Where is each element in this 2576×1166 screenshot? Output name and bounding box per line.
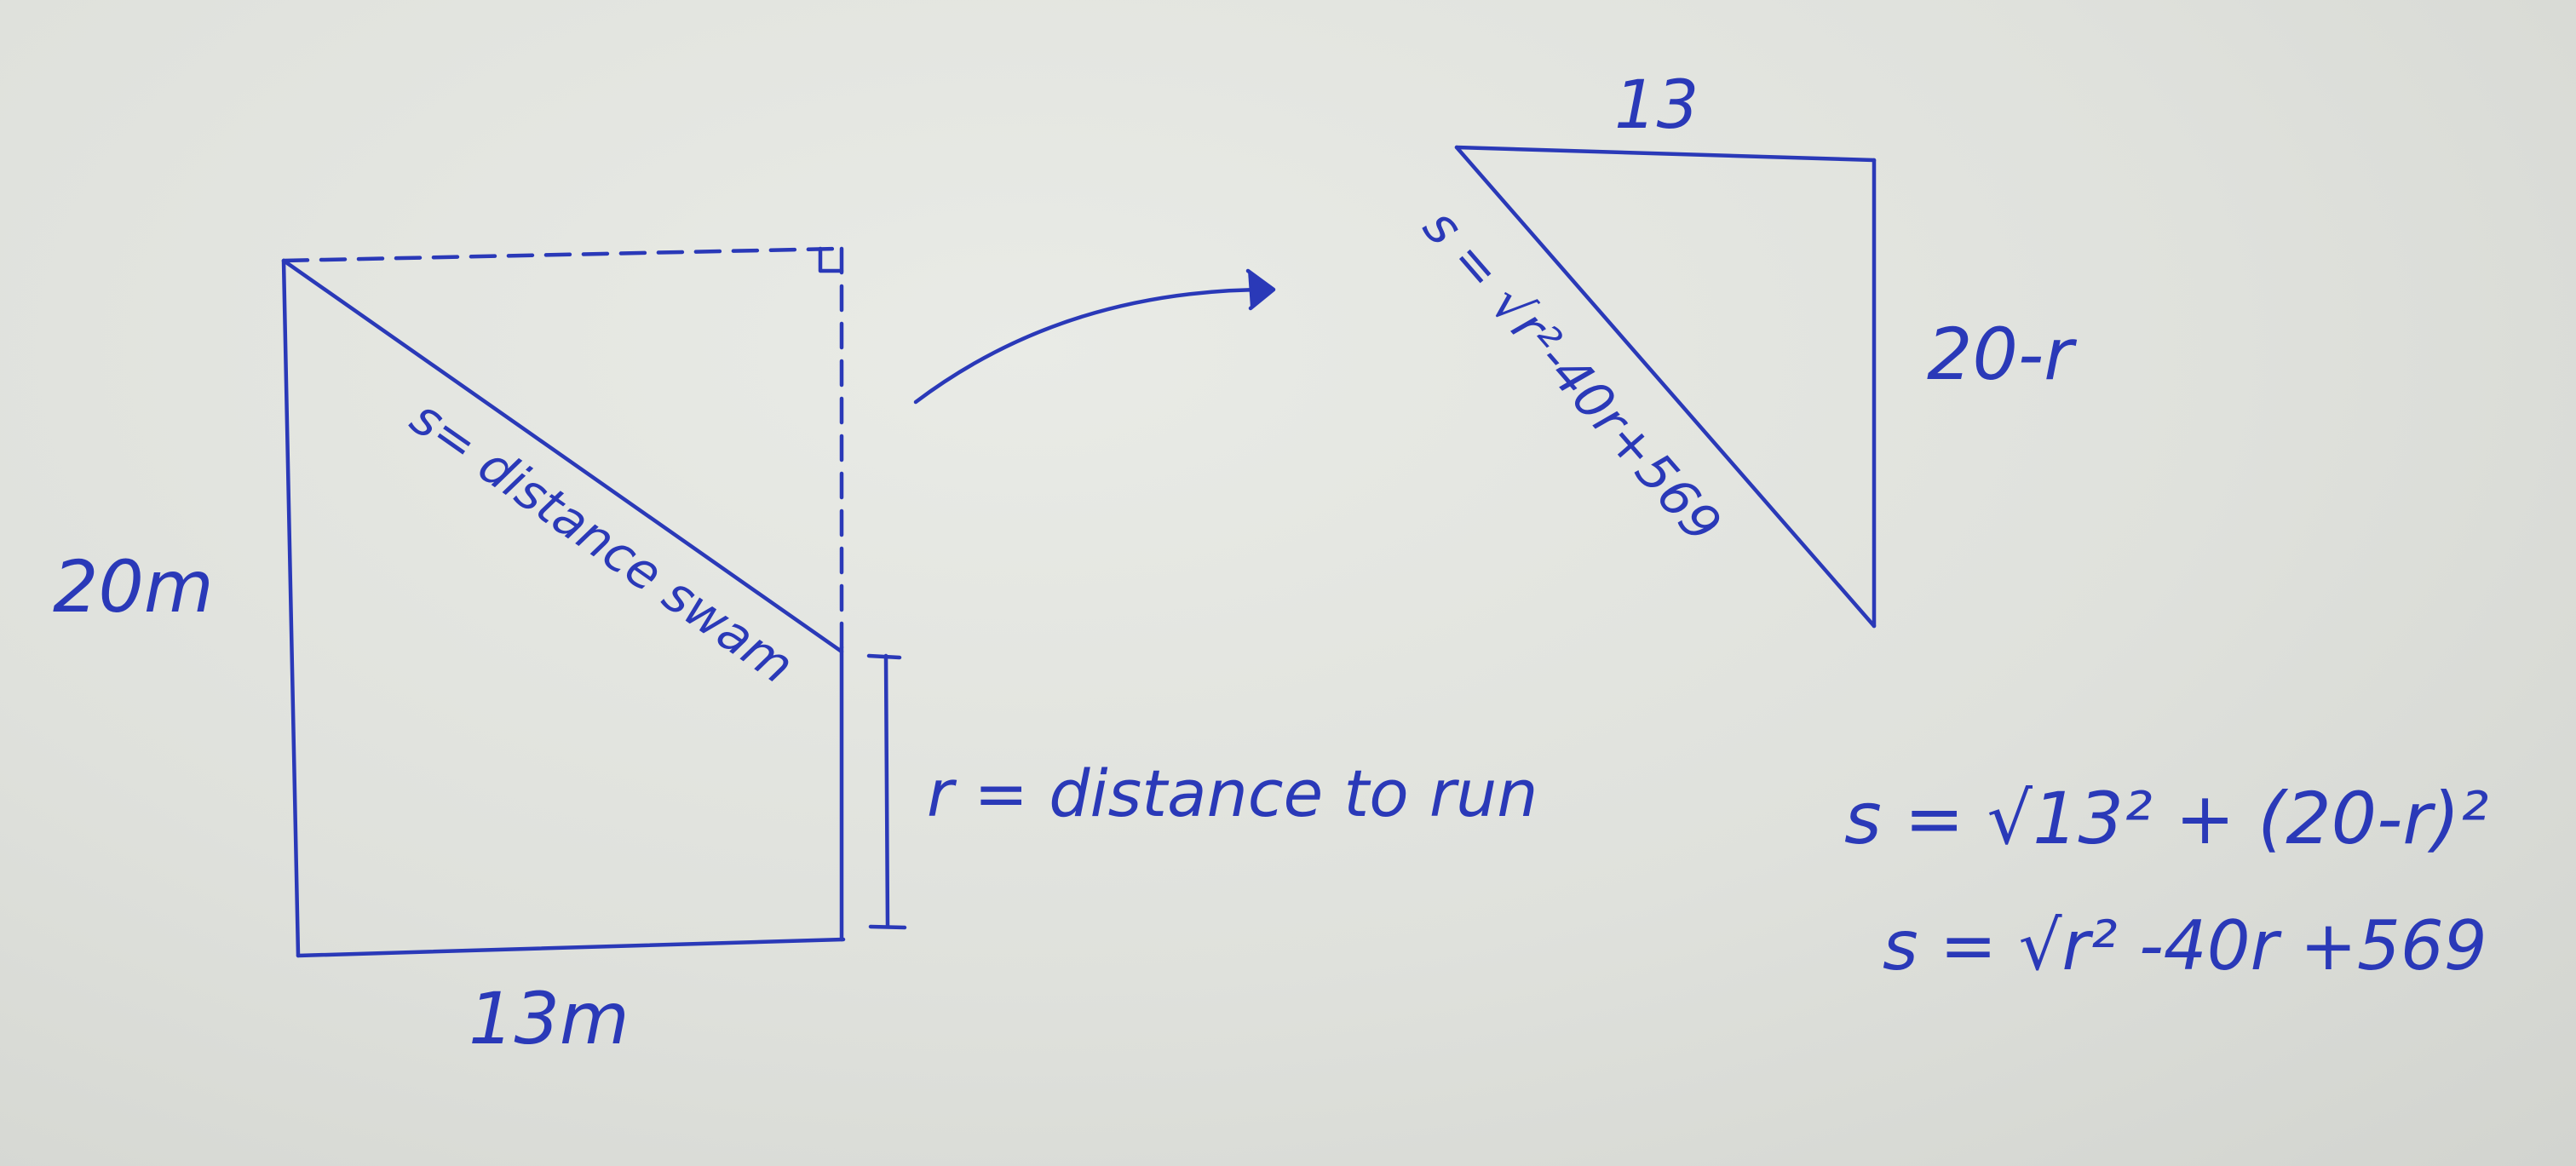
run-bracket-line xyxy=(883,653,890,929)
equation-line-2: s = √r² -40r +569 xyxy=(1883,906,2487,985)
arrow-head-icon xyxy=(1245,268,1276,311)
rectangle-bottom-side xyxy=(296,937,846,958)
run-bracket-top xyxy=(866,653,902,660)
triangle-figure xyxy=(1454,145,1877,629)
rectangle-left-side xyxy=(281,258,301,958)
right-angle-marker xyxy=(818,246,844,273)
triangle-top-side xyxy=(1454,145,1877,163)
label-13: 13 xyxy=(1614,67,1699,144)
run-bracket-bottom xyxy=(868,924,907,930)
label-hypotenuse-formula: s = √r²-40r+569 xyxy=(1412,198,1733,554)
label-20m: 20m xyxy=(53,545,214,629)
label-13m: 13m xyxy=(469,977,630,1060)
label-20-minus-r: 20-r xyxy=(1927,313,2077,396)
equation-line-1: s = √13² + (20-r)² xyxy=(1844,777,2488,860)
arrow-curve xyxy=(913,287,1272,405)
rectangle-figure xyxy=(281,246,907,958)
label-distance-to-run: r = distance to run xyxy=(927,755,1538,831)
rectangle-top-dashed xyxy=(281,246,842,263)
transform-arrow xyxy=(913,268,1276,405)
diagonal-swim-line xyxy=(281,258,844,654)
label-distance-swam: s= distance swam xyxy=(400,388,804,695)
triangle-hypotenuse xyxy=(1454,145,1877,629)
